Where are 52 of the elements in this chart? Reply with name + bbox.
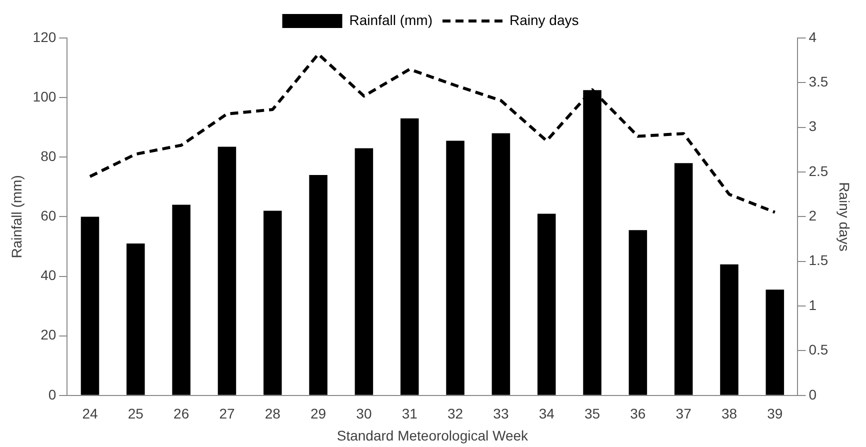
y2-tick-label: 3 bbox=[808, 118, 817, 134]
y2-tick-label: 3.5 bbox=[808, 74, 828, 90]
bar bbox=[264, 210, 282, 395]
y-axis-title: Rainfall (mm) bbox=[8, 175, 24, 258]
y-tick-label: 40 bbox=[40, 267, 56, 284]
y2-tick-label: 1.5 bbox=[808, 252, 828, 268]
bar bbox=[537, 214, 556, 395]
x-tick-label: 24 bbox=[82, 406, 98, 422]
y-tick-label: 80 bbox=[40, 148, 56, 164]
y2-tick-label: 0.5 bbox=[808, 342, 828, 358]
y-tick-label: 0 bbox=[48, 386, 56, 402]
y2-tick-label: 1 bbox=[808, 296, 817, 313]
bar bbox=[446, 140, 464, 395]
y2-axis-title: Rainy days bbox=[836, 182, 853, 252]
y2-tick-label: 0 bbox=[808, 386, 817, 402]
x-tick-label: 29 bbox=[310, 406, 326, 422]
x-tick-label: 35 bbox=[584, 406, 600, 422]
bar bbox=[492, 133, 510, 395]
bar bbox=[126, 244, 145, 395]
x-tick-label: 30 bbox=[356, 406, 372, 422]
bar bbox=[674, 163, 693, 395]
y-tick-label: 60 bbox=[40, 208, 56, 224]
bar bbox=[80, 216, 100, 395]
bar bbox=[172, 204, 190, 395]
x-tick-label: 38 bbox=[721, 406, 738, 422]
bar bbox=[766, 290, 784, 395]
y-tick-label: 120 bbox=[32, 28, 56, 45]
bar bbox=[309, 175, 328, 395]
bar bbox=[400, 118, 419, 395]
x-axis-title: Standard Meteorological Week bbox=[336, 427, 530, 444]
bar bbox=[628, 230, 648, 395]
x-tick-label: 33 bbox=[493, 406, 509, 422]
x-tick-label: 25 bbox=[128, 406, 144, 422]
x-tick-label: 32 bbox=[447, 406, 464, 422]
x-tick-label: 36 bbox=[630, 406, 646, 422]
x-tick-label: 37 bbox=[676, 406, 692, 422]
x-tick-label: 26 bbox=[174, 406, 190, 422]
x-tick-label: 27 bbox=[219, 406, 235, 422]
bar bbox=[354, 148, 374, 395]
bar bbox=[720, 264, 738, 395]
bar bbox=[218, 146, 236, 395]
legend-label: Rainfall (mm) bbox=[349, 12, 432, 28]
y2-tick-label: 2 bbox=[808, 208, 817, 224]
legend-label: Rainy days bbox=[509, 12, 579, 28]
y2-tick-label: 2.5 bbox=[808, 162, 828, 179]
y2-tick-label: 4 bbox=[808, 28, 817, 45]
x-tick-label: 34 bbox=[538, 406, 555, 422]
y-tick-label: 20 bbox=[40, 326, 56, 343]
x-tick-label: 39 bbox=[767, 406, 783, 422]
y-tick-label: 100 bbox=[32, 88, 56, 104]
x-tick-label: 28 bbox=[264, 406, 281, 422]
x-tick-label: 31 bbox=[402, 406, 418, 422]
